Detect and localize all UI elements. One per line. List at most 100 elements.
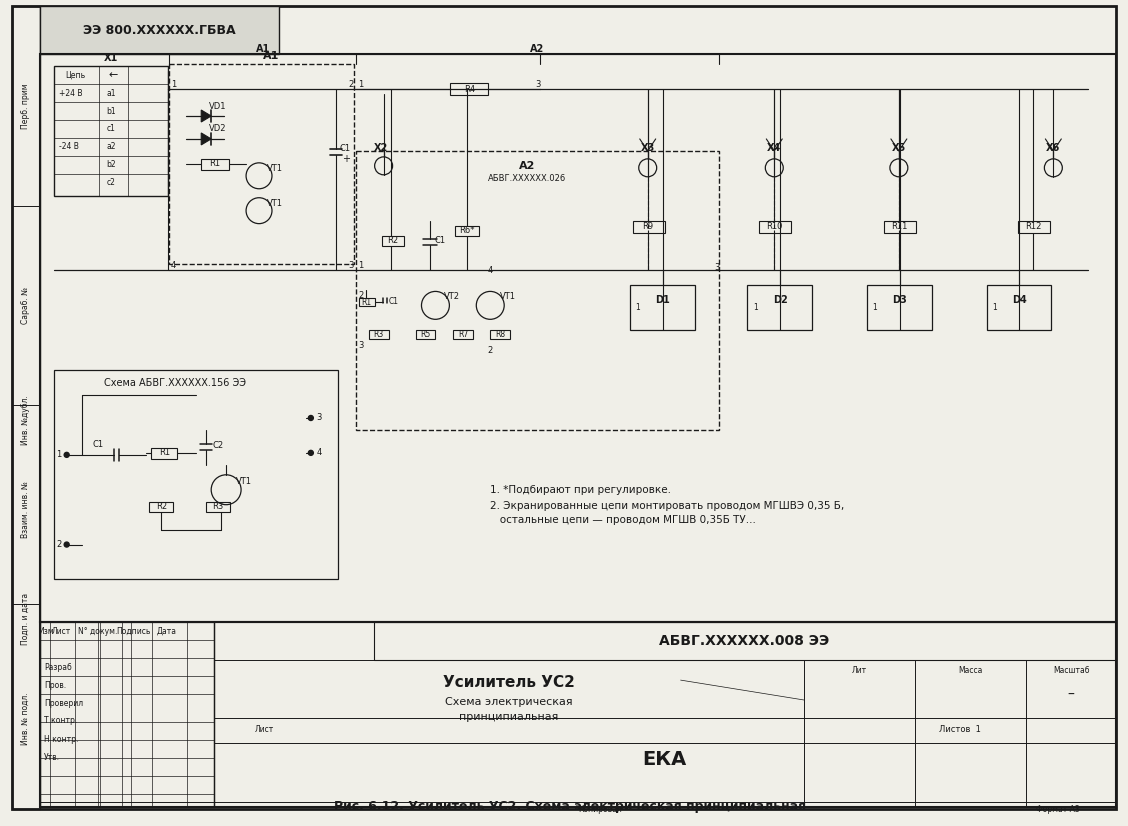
Bar <box>867 286 932 330</box>
Text: Перб. прим: Перб. прим <box>21 83 30 129</box>
Text: +24 В: +24 В <box>59 88 82 97</box>
Text: Подпись: Подпись <box>116 627 151 636</box>
Bar <box>54 370 337 579</box>
Bar <box>39 622 214 807</box>
Text: Лист: Лист <box>255 725 274 734</box>
Text: A1: A1 <box>263 51 279 61</box>
Text: –: – <box>1068 688 1075 702</box>
Text: R12: R12 <box>1025 222 1041 231</box>
Text: 2. Экранированные цепи монтировать проводом МГШВЭ 0,35 Б,: 2. Экранированные цепи монтировать прово… <box>491 501 845 510</box>
Text: Пров.: Пров. <box>44 681 65 690</box>
Bar <box>633 221 664 233</box>
Text: 1: 1 <box>170 79 176 88</box>
Text: Лист: Лист <box>52 627 71 636</box>
Bar <box>748 286 812 330</box>
Bar <box>759 221 791 233</box>
Bar <box>149 501 174 511</box>
Text: Цепь: Цепь <box>65 71 86 79</box>
Bar <box>884 221 916 233</box>
Text: C1: C1 <box>340 145 351 154</box>
Text: R11: R11 <box>891 222 907 231</box>
Text: R5: R5 <box>421 330 431 339</box>
Bar <box>359 298 374 306</box>
Text: Взаим. инв. №: Взаим. инв. № <box>21 482 30 538</box>
Text: R3: R3 <box>373 330 384 339</box>
Bar <box>151 448 177 459</box>
Text: 2: 2 <box>358 291 363 300</box>
Text: c2: c2 <box>107 178 116 188</box>
Text: Дата: Дата <box>157 627 176 636</box>
Text: 3: 3 <box>349 261 353 270</box>
Text: Лит: Лит <box>852 666 866 675</box>
Circle shape <box>64 453 69 458</box>
Text: 3: 3 <box>536 79 540 88</box>
Text: b2: b2 <box>107 160 116 169</box>
Text: Масса: Масса <box>959 666 982 675</box>
Text: R7: R7 <box>458 330 468 339</box>
Text: C1: C1 <box>388 297 398 306</box>
Text: 1. *Подбирают при регулировке.: 1. *Подбирают при регулировке. <box>491 485 671 495</box>
Text: остальные цепи — проводом МГШВ 0,35Б ТУ...: остальные цепи — проводом МГШВ 0,35Б ТУ.… <box>491 515 756 525</box>
Text: Изм: Изм <box>38 627 53 636</box>
Text: a2: a2 <box>107 142 116 151</box>
Bar <box>206 501 230 511</box>
Text: 4: 4 <box>316 449 321 458</box>
Text: 1: 1 <box>56 450 62 459</box>
Text: VT1: VT1 <box>267 199 283 208</box>
Text: c1: c1 <box>107 125 116 134</box>
Text: b1: b1 <box>107 107 116 116</box>
Text: -24 В: -24 В <box>59 142 79 151</box>
Circle shape <box>308 450 314 455</box>
Text: VD2: VD2 <box>210 125 227 134</box>
Circle shape <box>64 542 69 547</box>
Text: A2: A2 <box>519 161 536 171</box>
Text: R9: R9 <box>642 222 653 231</box>
Text: R1: R1 <box>159 449 170 458</box>
Text: 1: 1 <box>358 261 363 270</box>
Text: Формат А3: Формат А3 <box>1037 805 1081 814</box>
Bar <box>373 622 1116 660</box>
Text: R1: R1 <box>210 159 221 169</box>
Text: A1: A1 <box>256 45 270 55</box>
Text: Сараб. №: Сараб. № <box>21 287 30 324</box>
Text: Т контр.: Т контр. <box>44 716 77 725</box>
Text: a1: a1 <box>107 88 116 97</box>
Text: Усилитель УС2: Усилитель УС2 <box>443 675 575 690</box>
Text: 4: 4 <box>487 266 493 275</box>
Text: 1: 1 <box>754 303 758 312</box>
Text: ЭЭ 800.XXXXXX.ГБВА: ЭЭ 800.XXXXXX.ГБВА <box>83 24 236 37</box>
Text: X1: X1 <box>104 53 117 64</box>
Text: C2: C2 <box>212 441 223 450</box>
Bar <box>39 622 1116 807</box>
Text: C1: C1 <box>435 236 446 245</box>
Text: R2: R2 <box>387 236 398 245</box>
Bar <box>453 330 474 339</box>
Text: АБВГ.XXXXXX.026: АБВГ.XXXXXX.026 <box>488 174 566 183</box>
Text: D4: D4 <box>1012 296 1026 306</box>
Bar <box>369 330 388 339</box>
Text: X6: X6 <box>1047 143 1060 153</box>
Text: Рис. 6.12. Усилитель УС2. Схема электрическая принципиальная: Рис. 6.12. Усилитель УС2. Схема электрич… <box>334 800 807 813</box>
Bar <box>987 286 1051 330</box>
Text: 2: 2 <box>487 346 493 354</box>
Text: R6*: R6* <box>459 226 475 235</box>
Text: Разраб: Разраб <box>44 662 71 672</box>
Text: R3: R3 <box>212 502 223 511</box>
Bar <box>415 330 435 339</box>
Text: Масштаб: Масштаб <box>1054 666 1090 675</box>
Text: 2: 2 <box>349 79 353 88</box>
Text: R4: R4 <box>464 84 475 93</box>
Text: R2: R2 <box>156 502 167 511</box>
Bar <box>456 225 479 235</box>
Text: Н контр.: Н контр. <box>44 735 78 744</box>
Bar <box>169 64 354 263</box>
Text: R1: R1 <box>362 298 372 307</box>
Text: 1: 1 <box>358 79 363 88</box>
Bar <box>355 151 720 430</box>
Text: 3: 3 <box>316 414 321 422</box>
Bar <box>54 66 168 196</box>
Text: ЕКА: ЕКА <box>643 750 687 769</box>
Text: Утв.: Утв. <box>44 753 60 762</box>
Text: ←: ← <box>108 70 118 80</box>
Bar <box>1019 221 1050 233</box>
